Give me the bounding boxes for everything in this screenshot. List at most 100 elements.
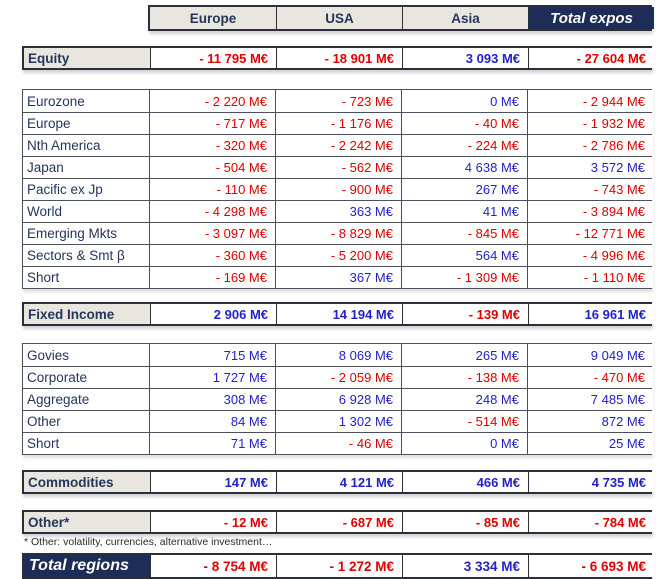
fixed-income-breakdown: Govies 715 M€ 8 069 M€ 265 M€ 9 049 M€ Corpor… bbox=[22, 343, 653, 455]
fixed-income-breakdown-govies-total-expos-value: 9 049 M€ bbox=[527, 344, 653, 366]
column-header-europe: Europe bbox=[150, 7, 276, 29]
total-regions-asia-value: 3 334 M€ bbox=[402, 555, 528, 577]
section-row-other: Other* - 12 M€ - 687 M€ - 85 M€ - 784 M€ bbox=[22, 510, 654, 534]
other-europe-value: - 12 M€ bbox=[150, 512, 276, 532]
section-row-commodities: Commodities 147 M€ 4 121 M€ 466 M€ 4 735 M€ bbox=[22, 470, 654, 494]
equity-total-expos-value: - 27 604 M€ bbox=[528, 48, 654, 68]
column-header-row: Europe USA Asia Total expos bbox=[148, 5, 654, 31]
fixed-income-breakdown-other-usa-value: 1 302 M€ bbox=[275, 411, 401, 432]
equity-breakdown-row-europe: Europe - 717 M€ - 1 176 M€ - 40 M€ - 1 932 M… bbox=[23, 112, 653, 134]
column-header-asia: Asia bbox=[402, 7, 528, 29]
equity-breakdown-world-usa-value: 363 M€ bbox=[275, 201, 401, 222]
fixed-income-breakdown-row-other: Other 84 M€ 1 302 M€ - 514 M€ 872 M€ bbox=[23, 410, 653, 432]
total-regions-usa-value: - 1 272 M€ bbox=[276, 555, 402, 577]
equity-breakdown-row-pacific-ex-jp: Pacific ex Jp - 110 M€ - 900 M€ 267 M€ - 743… bbox=[23, 178, 653, 200]
row-label-aggregate: Aggregate bbox=[23, 389, 149, 410]
section-row-equity: Equity - 11 795 M€ - 18 901 M€ 3 093 M€ - 27… bbox=[22, 46, 654, 70]
row-label-emerging-mkts: Emerging Mkts bbox=[23, 223, 149, 244]
equity-breakdown-sectors-smt-europe-value: - 360 M€ bbox=[149, 245, 275, 266]
fixed-income-breakdown-corporate-europe-value: 1 727 M€ bbox=[149, 367, 275, 388]
fixed-income-europe-value: 2 906 M€ bbox=[150, 304, 276, 324]
equity-breakdown-nth-america-asia-value: - 224 M€ bbox=[401, 135, 527, 156]
equity-breakdown-europe-europe-value: - 717 M€ bbox=[149, 113, 275, 134]
row-label-nth-america: Nth America bbox=[23, 135, 149, 156]
equity-breakdown-short-total-expos-value: - 1 110 M€ bbox=[527, 267, 653, 288]
row-label-pacific-ex-jp: Pacific ex Jp bbox=[23, 179, 149, 200]
fixed-income-breakdown-other-europe-value: 84 M€ bbox=[149, 411, 275, 432]
fixed-income-breakdown-other-asia-value: - 514 M€ bbox=[401, 411, 527, 432]
fixed-income-usa-value: 14 194 M€ bbox=[276, 304, 402, 324]
row-label-other: Other bbox=[23, 411, 149, 432]
equity-breakdown-row-short: Short - 169 M€ 367 M€ - 1 309 M€ - 1 110 M€ bbox=[23, 266, 653, 288]
equity-breakdown-emerging-mkts-europe-value: - 3 097 M€ bbox=[149, 223, 275, 244]
commodities-total-expos-value: 4 735 M€ bbox=[528, 472, 654, 492]
total-regions-total-expos-value: - 6 693 M€ bbox=[528, 555, 654, 577]
equity-breakdown-emerging-mkts-usa-value: - 8 829 M€ bbox=[275, 223, 401, 244]
equity-breakdown-world-asia-value: 41 M€ bbox=[401, 201, 527, 222]
fixed-income-breakdown-row-short: Short 71 M€ - 46 M€ 0 M€ 25 M€ bbox=[23, 432, 653, 454]
fixed-income-breakdown-govies-asia-value: 265 M€ bbox=[401, 344, 527, 366]
fixed-income-breakdown-corporate-asia-value: - 138 M€ bbox=[401, 367, 527, 388]
equity-breakdown-row-emerging-mkts: Emerging Mkts - 3 097 M€ - 8 829 M€ - 845 M… bbox=[23, 222, 653, 244]
fixed-income-breakdown-short-europe-value: 71 M€ bbox=[149, 433, 275, 454]
equity-breakdown-eurozone-total-expos-value: - 2 944 M€ bbox=[527, 90, 653, 112]
equity-breakdown-row-sectors-smt: Sectors & Smt β- 360 M€ - 5 200 M€ 564 M€ -… bbox=[23, 244, 653, 266]
equity-breakdown-japan-asia-value: 4 638 M€ bbox=[401, 157, 527, 178]
section-label-commodities: Commodities bbox=[24, 472, 150, 492]
equity-breakdown-world-europe-value: - 4 298 M€ bbox=[149, 201, 275, 222]
fixed-income-breakdown-row-corporate: Corporate 1 727 M€ - 2 059 M€ - 138 M€ - 470… bbox=[23, 366, 653, 388]
fixed-income-breakdown-aggregate-europe-value: 308 M€ bbox=[149, 389, 275, 410]
equity-breakdown-short-europe-value: - 169 M€ bbox=[149, 267, 275, 288]
fixed-income-breakdown-aggregate-total-expos-value: 7 485 M€ bbox=[527, 389, 653, 410]
equity-breakdown-world-total-expos-value: - 3 894 M€ bbox=[527, 201, 653, 222]
equity-breakdown-nth-america-europe-value: - 320 M€ bbox=[149, 135, 275, 156]
equity-breakdown-japan-europe-value: - 504 M€ bbox=[149, 157, 275, 178]
other-asia-value: - 85 M€ bbox=[402, 512, 528, 532]
fixed-income-breakdown-aggregate-usa-value: 6 928 M€ bbox=[275, 389, 401, 410]
equity-breakdown-europe-total-expos-value: - 1 932 M€ bbox=[527, 113, 653, 134]
row-label-short: Short bbox=[23, 267, 149, 288]
section-label-fixed-income: Fixed Income bbox=[24, 304, 150, 324]
equity-breakdown-emerging-mkts-total-expos-value: - 12 771 M€ bbox=[527, 223, 653, 244]
equity-breakdown-eurozone-asia-value: 0 M€ bbox=[401, 90, 527, 112]
row-label-eurozone: Eurozone bbox=[23, 90, 149, 112]
equity-breakdown-eurozone-europe-value: - 2 220 M€ bbox=[149, 90, 275, 112]
fixed-income-breakdown-short-total-expos-value: 25 M€ bbox=[527, 433, 653, 454]
fixed-income-breakdown-short-asia-value: 0 M€ bbox=[401, 433, 527, 454]
commodities-usa-value: 4 121 M€ bbox=[276, 472, 402, 492]
row-label-govies: Govies bbox=[23, 344, 149, 366]
row-label-sectors-smt: Sectors & Smt β bbox=[23, 245, 149, 266]
regional-exposure-report: Europe USA Asia Total expos Equity - 11 7… bbox=[0, 5, 658, 579]
total-regions-label: Total regions bbox=[24, 555, 150, 577]
sections-container: Equity - 11 795 M€ - 18 901 M€ 3 093 M€ - 27… bbox=[0, 46, 658, 534]
row-label-world: World bbox=[23, 201, 149, 222]
row-label-corporate: Corporate bbox=[23, 367, 149, 388]
total-container: Total regions - 8 754 M€ - 1 272 M€ 3 334 M… bbox=[0, 553, 658, 579]
equity-breakdown-sectors-smt-total-expos-value: - 4 996 M€ bbox=[527, 245, 653, 266]
column-header-usa: USA bbox=[276, 7, 402, 29]
equity-asia-value: 3 093 M€ bbox=[402, 48, 528, 68]
equity-breakdown-japan-usa-value: - 562 M€ bbox=[275, 157, 401, 178]
equity-breakdown-row-world: World - 4 298 M€ 363 M€ 41 M€ - 3 894 M€ bbox=[23, 200, 653, 222]
equity-breakdown-pacific-ex-jp-total-expos-value: - 743 M€ bbox=[527, 179, 653, 200]
fixed-income-breakdown-short-usa-value: - 46 M€ bbox=[275, 433, 401, 454]
row-label-short: Short bbox=[23, 433, 149, 454]
fixed-income-asia-value: - 139 M€ bbox=[402, 304, 528, 324]
fixed-income-breakdown-row-aggregate: Aggregate 308 M€ 6 928 M€ 248 M€ 7 485 M€ bbox=[23, 388, 653, 410]
equity-usa-value: - 18 901 M€ bbox=[276, 48, 402, 68]
equity-breakdown-pacific-ex-jp-asia-value: 267 M€ bbox=[401, 179, 527, 200]
fixed-income-breakdown-govies-usa-value: 8 069 M€ bbox=[275, 344, 401, 366]
fixed-income-breakdown-corporate-total-expos-value: - 470 M€ bbox=[527, 367, 653, 388]
fixed-income-total-expos-value: 16 961 M€ bbox=[528, 304, 654, 324]
total-regions-row: Total regions - 8 754 M€ - 1 272 M€ 3 334 M… bbox=[22, 553, 654, 579]
equity-europe-value: - 11 795 M€ bbox=[150, 48, 276, 68]
equity-breakdown-sectors-smt-asia-value: 564 M€ bbox=[401, 245, 527, 266]
fixed-income-breakdown-aggregate-asia-value: 248 M€ bbox=[401, 389, 527, 410]
other-total-expos-value: - 784 M€ bbox=[528, 512, 654, 532]
equity-breakdown-row-eurozone: Eurozone - 2 220 M€ - 723 M€ 0 M€ - 2 944 M€ bbox=[23, 90, 653, 112]
equity-breakdown-row-nth-america: Nth America - 320 M€ - 2 242 M€ - 224 M€ - 2… bbox=[23, 134, 653, 156]
equity-breakdown-pacific-ex-jp-europe-value: - 110 M€ bbox=[149, 179, 275, 200]
equity-breakdown-emerging-mkts-asia-value: - 845 M€ bbox=[401, 223, 527, 244]
other-usa-value: - 687 M€ bbox=[276, 512, 402, 532]
section-label-equity: Equity bbox=[24, 48, 150, 68]
